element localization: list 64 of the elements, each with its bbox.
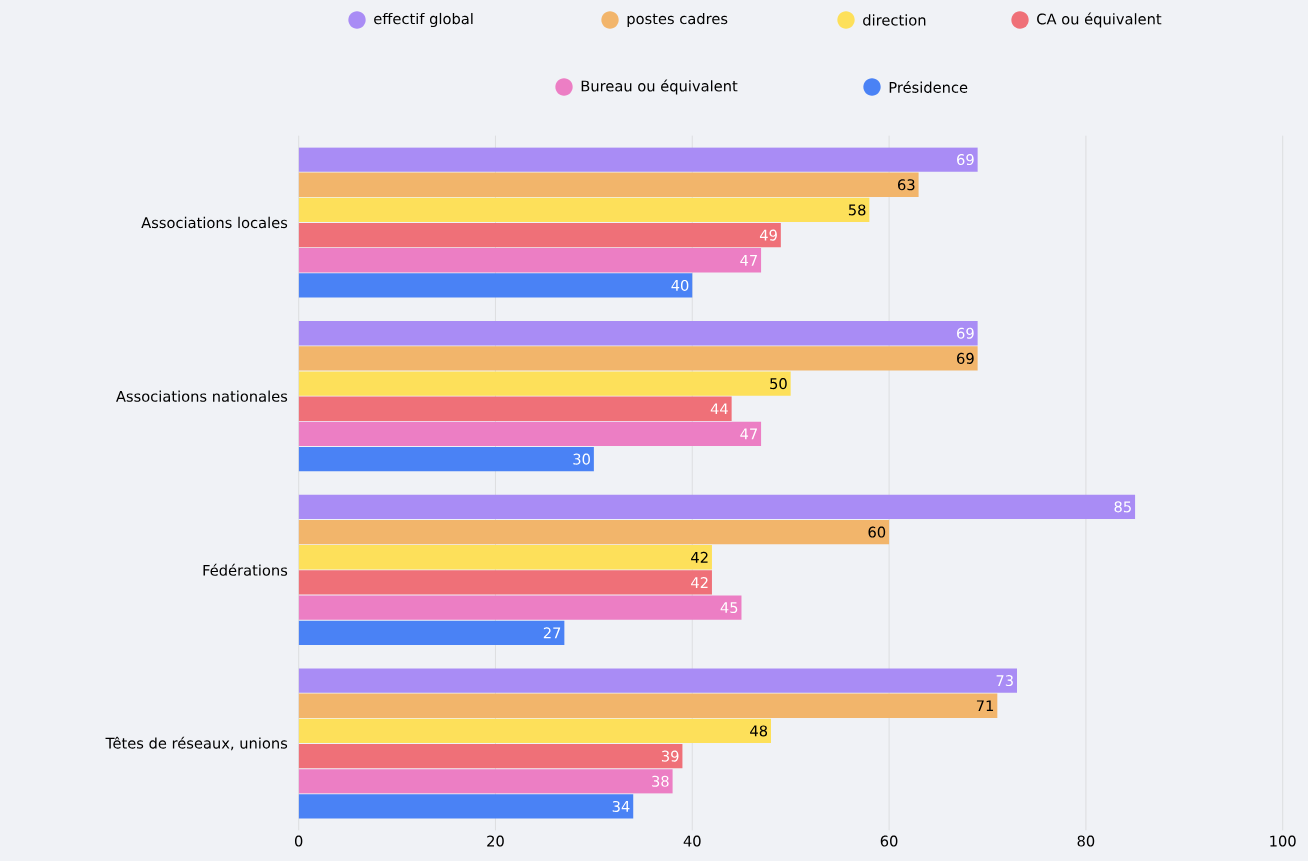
legend-label: direction [863,14,926,26]
bar [298,197,870,223]
bar [298,494,1136,520]
data-label: 40 [671,279,689,292]
data-label: 44 [710,403,728,415]
bar [298,743,683,769]
data-label: 42 [691,577,708,588]
bar [298,668,1017,693]
data-label: 47 [740,254,757,266]
bar [298,421,762,447]
data-label: 58 [848,204,866,216]
y-tick-label: Têtes de réseaux, unions [105,736,288,751]
data-label: 60 [868,526,886,538]
x-tick-label: 60 [880,835,898,847]
bar [298,222,781,248]
bar [298,371,791,396]
y-tick-label: Associations nationales [116,390,288,402]
data-label: 71 [976,700,994,712]
legend-label: Bureau ou équivalent [581,79,738,95]
data-label: 38 [652,775,669,787]
bar [298,794,634,819]
data-label: 42 [691,551,708,563]
legend-label: postes cadres [627,12,728,28]
data-label: 30 [573,453,590,465]
bar [298,718,771,744]
data-label: 63 [898,179,915,191]
bar [298,396,732,421]
x-tick-label: 0 [294,835,303,847]
bar [298,446,594,472]
bar [298,248,762,273]
bar [298,147,978,172]
data-label: 45 [720,602,738,614]
bar [298,570,712,595]
bar [298,519,890,545]
x-tick-label: 20 [487,835,504,847]
bar [298,545,712,570]
bar [298,346,978,371]
x-tick-label: 80 [1077,835,1095,847]
data-label: 85 [1114,501,1131,513]
bar [298,321,978,346]
data-label: 69 [957,352,974,364]
legend-label: Présidence [889,81,968,93]
data-label: 34 [612,800,630,813]
y-tick-label: Fédérations [203,563,288,576]
bar [298,172,919,197]
legend-label: CA ou équivalent [1037,12,1162,28]
data-label: 50 [770,378,787,390]
data-label: 49 [759,229,777,241]
bar [298,595,742,620]
data-label: 47 [740,428,757,440]
data-label: 73 [996,675,1013,687]
y-tick-label: Associations locales [141,216,288,229]
data-label: 69 [957,154,974,166]
data-label: 39 [661,750,679,762]
x-tick-label: 100 [1270,835,1296,847]
data-label: 48 [750,725,768,737]
legend-label: effectif global [374,12,473,28]
bar [298,769,673,794]
data-label: 27 [543,627,561,639]
data-label: 69 [957,327,974,339]
bar [298,620,565,645]
bar [298,693,998,718]
bar [298,273,693,298]
x-tick-label: 40 [683,835,701,847]
